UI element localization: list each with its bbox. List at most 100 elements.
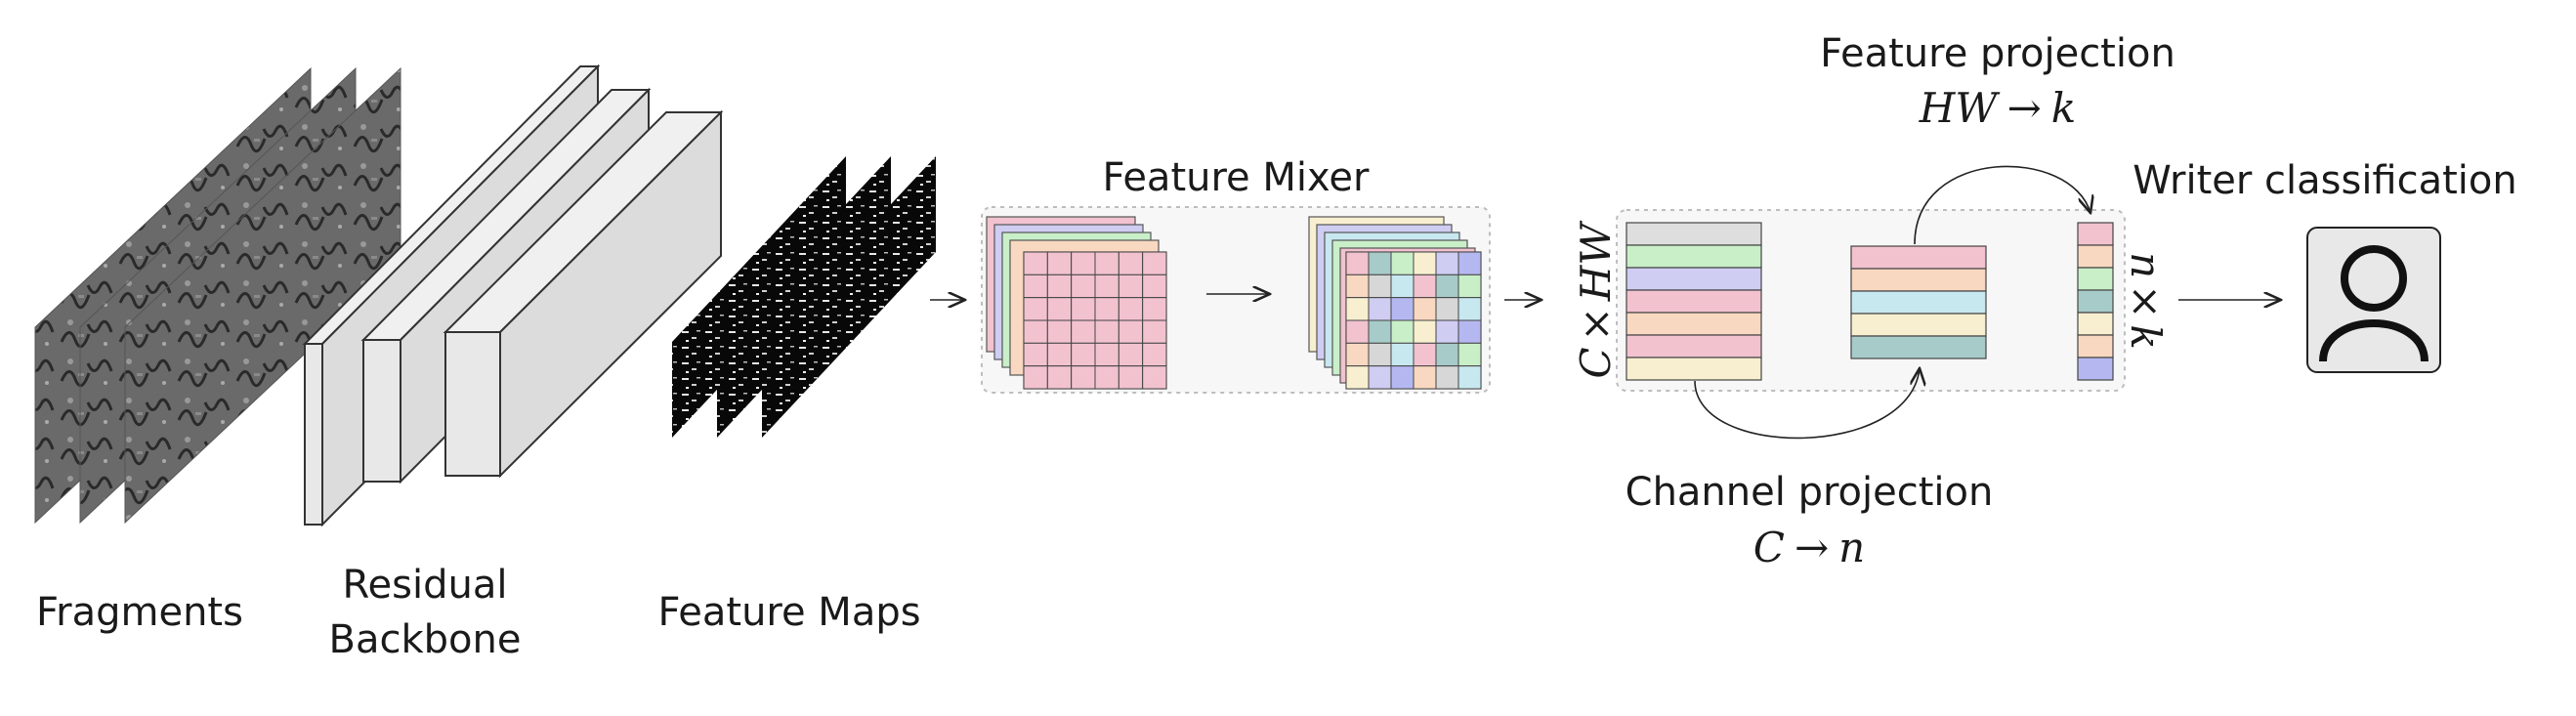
grid-cell	[1345, 365, 1370, 390]
grid-cell	[1046, 342, 1073, 367]
matrix-row	[1626, 289, 1762, 314]
grid-cell	[1413, 319, 1437, 344]
matrix-row	[1850, 313, 1987, 337]
channel-projection-label: Channel projection	[1626, 470, 1994, 515]
grid-cell	[1118, 319, 1144, 344]
grid-cell	[1345, 342, 1370, 367]
grid-cell	[1435, 297, 1459, 321]
grid-cell	[1046, 319, 1073, 344]
feature-projection-arrow	[1914, 165, 2090, 245]
grid-cell	[1390, 274, 1415, 299]
matrix-row	[2077, 267, 2114, 291]
grid-cell	[1390, 342, 1415, 367]
grid-cell	[1368, 342, 1392, 367]
fragments-label: Fragments	[36, 590, 243, 635]
grid-cell	[1071, 365, 1096, 390]
matrix-n-k	[2077, 222, 2114, 381]
grid-cell	[1071, 251, 1096, 275]
matrix-row	[1850, 335, 1987, 359]
grid-cell	[1118, 342, 1144, 367]
grid-cell	[1435, 342, 1459, 367]
grid-cell	[1368, 365, 1392, 390]
grid-cell	[1023, 297, 1048, 321]
feature-map	[717, 156, 891, 438]
grid-cell	[1435, 365, 1459, 390]
grid-cell	[1023, 365, 1048, 390]
grid-cell	[1118, 274, 1144, 299]
grid-cell	[1413, 251, 1437, 275]
grid-cell	[1142, 342, 1167, 367]
matrix-row	[1626, 222, 1762, 246]
matrix-row	[1850, 290, 1987, 315]
grid-cell	[1457, 319, 1482, 344]
grid-cell	[1071, 274, 1096, 299]
grid-cell	[1457, 274, 1482, 299]
matrix-row	[1626, 334, 1762, 358]
matrix-row	[1626, 357, 1762, 381]
grid-stack-input	[986, 216, 1167, 390]
grid-cell	[1142, 319, 1167, 344]
grid-cell	[1046, 365, 1073, 390]
feature-maps-stack	[672, 156, 936, 438]
grid-cell	[1094, 274, 1119, 299]
matrix-row	[1626, 267, 1762, 291]
matrix-n	[1850, 245, 1987, 359]
grid-cell	[1071, 297, 1096, 321]
grid-cell	[1390, 365, 1415, 390]
feature-map	[762, 156, 936, 438]
matrix-row	[2077, 244, 2114, 269]
grid-cell	[1390, 297, 1415, 321]
residual-backbone	[302, 63, 724, 527]
channel-projection-math: C → n	[1753, 524, 1865, 571]
backbone-label-line2: Backbone	[329, 617, 522, 662]
grid-cell	[1094, 251, 1119, 275]
grid-cell	[1094, 319, 1119, 344]
grid-cell	[1435, 319, 1459, 344]
grid-cell	[1413, 365, 1437, 390]
grid-cell	[1142, 251, 1167, 275]
matrix-row	[1850, 245, 1987, 270]
grid-cell	[1094, 342, 1119, 367]
grid-cell	[1071, 342, 1096, 367]
matrix-row	[2077, 334, 2114, 358]
channel-projection-arrow	[1694, 368, 1920, 440]
grid-cell	[1142, 365, 1167, 390]
grid-cell	[1118, 365, 1144, 390]
grid-cell	[1368, 297, 1392, 321]
writer-classification-label: Writer classification	[2133, 158, 2517, 203]
grid-cell	[1457, 251, 1482, 275]
feature-mixer-label: Feature Mixer	[1103, 155, 1371, 200]
grid-cell	[1118, 251, 1144, 275]
grid-cell	[1457, 342, 1482, 367]
grid-cell	[1413, 342, 1437, 367]
dim-c-hw: C×HW	[1572, 220, 1620, 379]
person-icon	[2306, 227, 2441, 373]
grid-cell	[1345, 319, 1370, 344]
matrix-row	[2077, 357, 2114, 381]
matrix-row	[1850, 268, 1987, 292]
grid-cell	[1368, 251, 1392, 275]
grid-cell	[1142, 297, 1167, 321]
grid-cell	[1118, 297, 1144, 321]
grid-cell	[1435, 274, 1459, 299]
grid-cell	[1071, 319, 1096, 344]
grid-cell	[1390, 251, 1415, 275]
grid-cell	[1457, 297, 1482, 321]
matrix-row	[1626, 244, 1762, 269]
backbone-label-line1: Residual	[343, 563, 508, 608]
grid-cell	[1368, 319, 1392, 344]
grid-cell	[1390, 319, 1415, 344]
grid-cell	[1094, 365, 1119, 390]
grid-cell	[1345, 251, 1370, 275]
matrix-row	[2077, 312, 2114, 336]
grid-cell	[1023, 251, 1048, 275]
grid-cell	[1023, 274, 1048, 299]
grid-stack-mixed	[1308, 216, 1482, 390]
feature-projection-label: Feature projection	[1820, 31, 2175, 76]
fragments-stack	[34, 66, 401, 525]
backbone-block	[443, 109, 724, 479]
feature-maps-label: Feature Maps	[657, 590, 920, 635]
matrix-c-hw	[1626, 222, 1762, 381]
grid-cell	[1368, 274, 1392, 299]
